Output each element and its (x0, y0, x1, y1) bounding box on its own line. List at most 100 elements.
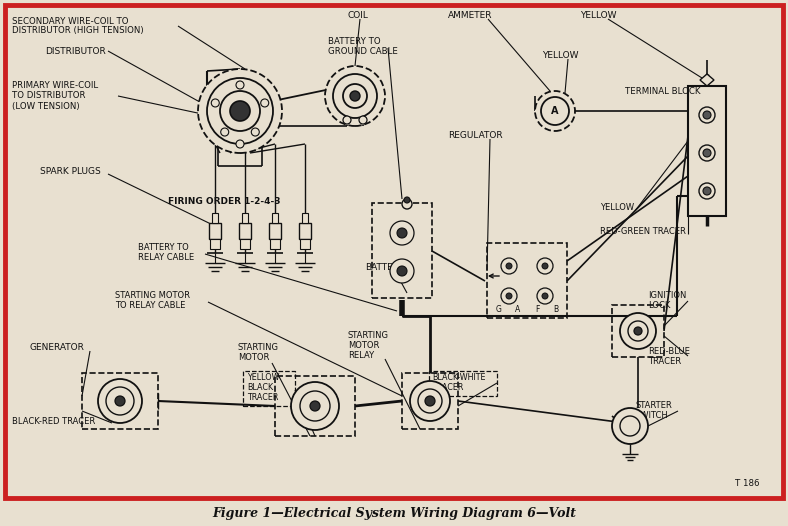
Text: RELAY: RELAY (348, 351, 374, 360)
Bar (239, 223, 251, 239)
Text: TO DISTRIBUTOR: TO DISTRIBUTOR (12, 92, 86, 100)
Circle shape (620, 416, 640, 436)
Circle shape (418, 389, 442, 413)
Text: B: B (553, 306, 559, 315)
Bar (429, 371, 497, 396)
Bar (275, 376, 355, 436)
Text: AMMETER: AMMETER (448, 12, 492, 21)
Circle shape (634, 327, 642, 335)
Text: (LOW TENSION): (LOW TENSION) (12, 102, 80, 110)
Circle shape (699, 183, 715, 199)
Bar (612, 305, 664, 357)
Text: FIRING ORDER 1-2-4-3: FIRING ORDER 1-2-4-3 (168, 197, 281, 206)
Text: SECONDARY WIRE-COIL TO: SECONDARY WIRE-COIL TO (12, 16, 128, 25)
Text: TRACER: TRACER (432, 383, 463, 392)
Bar (302, 213, 308, 223)
Text: TERMINAL BLOCK: TERMINAL BLOCK (625, 86, 701, 96)
Circle shape (98, 379, 142, 423)
Bar (270, 239, 280, 249)
Text: YELLOW: YELLOW (247, 373, 280, 382)
Bar (82, 373, 158, 429)
Bar (269, 223, 281, 239)
Text: BATTERY TO: BATTERY TO (328, 36, 381, 46)
Text: TRACER: TRACER (648, 357, 681, 366)
Circle shape (198, 69, 282, 153)
Circle shape (506, 263, 512, 269)
Circle shape (291, 382, 339, 430)
Circle shape (537, 258, 553, 274)
Text: YELLOW: YELLOW (542, 52, 578, 60)
Bar (243, 371, 295, 406)
Bar (300, 239, 310, 249)
Bar (688, 86, 726, 216)
Circle shape (537, 288, 553, 304)
Bar (209, 223, 221, 239)
Bar (242, 213, 248, 223)
Text: RELAY CABLE: RELAY CABLE (138, 254, 194, 262)
Circle shape (220, 91, 260, 131)
Text: RED-BLUE: RED-BLUE (648, 347, 690, 356)
Bar (402, 373, 458, 429)
Circle shape (404, 197, 410, 203)
Circle shape (390, 259, 414, 283)
Text: SPARK PLUGS: SPARK PLUGS (40, 167, 101, 176)
Text: BATTERY TO: BATTERY TO (138, 244, 189, 252)
Text: COIL: COIL (348, 12, 369, 21)
Circle shape (410, 381, 450, 421)
Circle shape (333, 74, 377, 118)
Text: Figure 1—Electrical System Wiring Diagram 6—Volt: Figure 1—Electrical System Wiring Diagra… (212, 508, 576, 521)
Text: DISTRIBUTOR: DISTRIBUTOR (45, 46, 106, 56)
Circle shape (506, 293, 512, 299)
Text: REGULATOR: REGULATOR (448, 132, 503, 140)
Text: PRIMARY WIRE-COIL: PRIMARY WIRE-COIL (12, 82, 98, 90)
Text: A: A (552, 106, 559, 116)
Circle shape (211, 99, 219, 107)
Circle shape (300, 391, 330, 421)
Circle shape (612, 408, 648, 444)
Circle shape (699, 107, 715, 123)
Circle shape (325, 66, 385, 126)
Circle shape (221, 128, 229, 136)
Text: TO RELAY CABLE: TO RELAY CABLE (115, 301, 185, 310)
Circle shape (620, 313, 656, 349)
Bar (372, 203, 432, 298)
Circle shape (703, 187, 711, 195)
Bar (240, 239, 250, 249)
Circle shape (542, 293, 548, 299)
Text: BLACK-RED TRACER: BLACK-RED TRACER (12, 417, 95, 426)
Bar (299, 223, 311, 239)
Circle shape (390, 221, 414, 245)
Circle shape (236, 140, 244, 148)
Bar (272, 213, 278, 223)
Text: LOCK: LOCK (648, 301, 671, 310)
Text: MOTOR: MOTOR (238, 353, 269, 362)
Text: STARTING: STARTING (348, 331, 389, 340)
Circle shape (310, 401, 320, 411)
Text: A: A (515, 306, 521, 315)
Circle shape (236, 81, 244, 89)
Circle shape (397, 228, 407, 238)
Circle shape (628, 321, 648, 341)
Circle shape (703, 149, 711, 157)
Text: BLACK: BLACK (247, 383, 273, 392)
Circle shape (343, 84, 367, 108)
Circle shape (230, 101, 250, 121)
Text: TRACER: TRACER (247, 393, 278, 402)
Text: MOTOR: MOTOR (348, 341, 379, 350)
Text: STARTING: STARTING (238, 343, 279, 352)
Text: YELLOW: YELLOW (600, 204, 634, 213)
Text: T 186: T 186 (735, 480, 760, 489)
Circle shape (350, 91, 360, 101)
Circle shape (115, 396, 125, 406)
Circle shape (541, 97, 569, 125)
Polygon shape (700, 74, 714, 86)
Text: STARTER: STARTER (636, 401, 673, 410)
Circle shape (425, 396, 435, 406)
Text: YELLOW: YELLOW (580, 12, 616, 21)
Text: G: G (496, 306, 502, 315)
Circle shape (343, 116, 351, 124)
Bar (210, 239, 220, 249)
Circle shape (359, 116, 367, 124)
Circle shape (397, 266, 407, 276)
Circle shape (501, 258, 517, 274)
